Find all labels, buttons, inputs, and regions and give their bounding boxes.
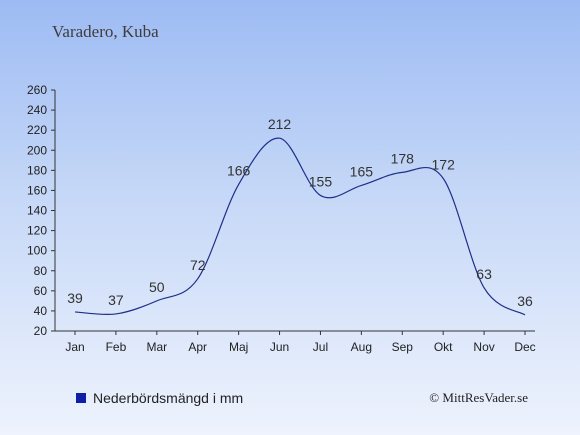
series-line-nederbord (74, 137, 526, 316)
data-label-jul: 155 (309, 173, 333, 189)
x-tick-label: Feb (106, 340, 127, 354)
credit-text: © MittResVader.se (429, 390, 528, 405)
x-tick-label: Jun (270, 340, 289, 354)
legend-swatch (76, 393, 86, 403)
data-label-jan: 39 (67, 290, 83, 306)
data-label-apr: 72 (190, 257, 206, 273)
data-label-sep: 178 (391, 150, 415, 166)
y-tick-label: 200 (27, 143, 47, 157)
y-tick-label: 20 (34, 324, 48, 338)
legend: Nederbördsmängd i mm (76, 390, 243, 406)
x-tick-label: Maj (229, 340, 248, 354)
data-label-mar: 50 (149, 279, 165, 295)
data-label-okt: 172 (432, 156, 456, 172)
data-labels: 39 37 50 72 166 212 155 165 178 172 63 36 (67, 116, 533, 309)
y-tick-label: 160 (27, 183, 47, 197)
x-tick-label: Sep (392, 340, 414, 354)
x-tick-label: Jul (313, 340, 328, 354)
data-label-jun: 212 (268, 116, 292, 132)
y-tick-label: 60 (34, 284, 48, 298)
data-label-dec: 36 (517, 293, 533, 309)
y-tick-label: 220 (27, 123, 47, 137)
x-tick-label: Nov (473, 340, 494, 354)
x-tick-label: Mar (146, 340, 167, 354)
x-tick-label: Dec (514, 340, 535, 354)
y-tick-label: 40 (34, 304, 48, 318)
chart-axes: 20 40 60 80 100 120 140 160 180 200 220 240 260 Jan Fe… (27, 83, 536, 354)
x-tick-label: Apr (188, 340, 207, 354)
data-label-aug: 165 (350, 163, 374, 179)
x-tick-label: Jan (65, 340, 84, 354)
y-tick-label: 80 (34, 264, 48, 278)
data-label-maj: 166 (227, 162, 251, 178)
y-tick-label: 260 (27, 83, 47, 97)
data-label-feb: 37 (108, 292, 124, 308)
y-tick-label: 120 (27, 224, 47, 238)
location-title: Varadero, Kuba (52, 22, 159, 41)
y-tick-label: 100 (27, 244, 47, 258)
x-tick-label: Okt (434, 340, 453, 354)
y-tick-label: 180 (27, 163, 47, 177)
legend-label: Nederbördsmängd i mm (93, 390, 244, 406)
y-tick-label: 240 (27, 103, 47, 117)
y-tick-label: 140 (27, 204, 47, 218)
data-label-nov: 63 (476, 266, 492, 282)
x-tick-label: Aug (351, 340, 372, 354)
